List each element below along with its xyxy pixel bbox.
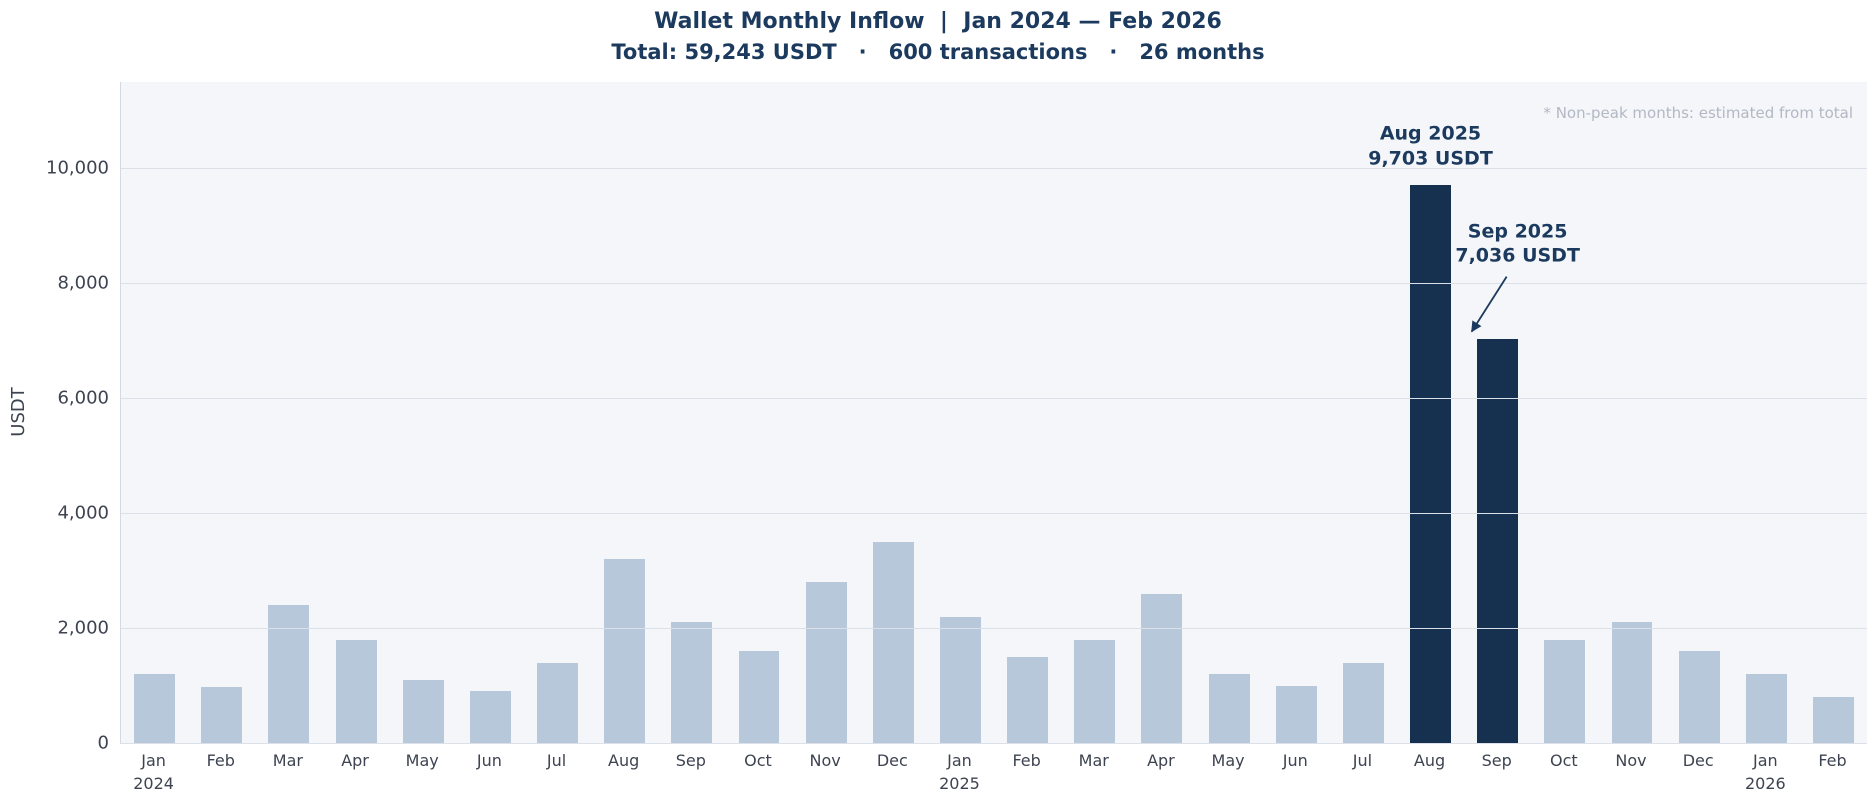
annotation-sep-2025: Sep 2025 7,036 USDT <box>1455 220 1580 267</box>
bar-slot-feb-2026 <box>1800 82 1867 743</box>
y-axis-tick-label-10000: 10,000 <box>46 157 109 179</box>
x-axis-label-jun-2024: Jun <box>476 751 502 770</box>
bar-slot-may-2024 <box>390 82 457 743</box>
x-axis-label-sep-2025: Sep <box>1481 751 1512 770</box>
bar-feb-2025 <box>1007 656 1049 743</box>
bar-slot-apr-2025 <box>1128 82 1195 743</box>
bar-slot-oct-2025 <box>1531 82 1598 743</box>
x-axis-label-jul-2024: Jul <box>546 751 567 770</box>
y-axis-tick-label-6000: 6,000 <box>57 387 109 409</box>
x-axis-label-feb-2024: Feb <box>206 751 235 770</box>
bar-slot-jan-2026 <box>1733 82 1800 743</box>
x-axis-label-dec-2025: Dec <box>1682 751 1714 770</box>
x-axis-label-jan-2026: Jan 2026 <box>1744 751 1786 794</box>
chart-title: Wallet Monthly Inflow | Jan 2024 — Feb 2… <box>654 9 1222 34</box>
bar-slot-sep-2024 <box>658 82 725 743</box>
bar-jan-2025 <box>939 616 981 743</box>
bar-sep-2024 <box>671 622 713 743</box>
bar-slot-feb-2024 <box>188 82 255 743</box>
bar-may-2025 <box>1208 674 1250 743</box>
bar-jul-2024 <box>537 662 578 743</box>
bar-jan-2026 <box>1745 674 1787 743</box>
bar-slot-jun-2024 <box>457 82 524 743</box>
x-axis-label-apr-2025: Apr <box>1147 751 1175 770</box>
bar-slot-mar-2024 <box>255 82 322 743</box>
bar-dec-2024 <box>872 541 914 743</box>
bar-nov-2024 <box>805 582 847 743</box>
y-axis-tick-label-4000: 4,000 <box>57 502 109 524</box>
x-axis-label-feb-2026: Feb <box>1818 751 1847 770</box>
chart-subtitle: Total: 59,243 USDT · 600 transactions · … <box>611 39 1265 64</box>
bar-slot-dec-2025 <box>1666 82 1733 743</box>
bar-nov-2025 <box>1611 622 1653 743</box>
chart-note: * Non-peak months: estimated from total <box>1543 104 1853 122</box>
bar-sep-2025 <box>1477 338 1519 743</box>
y-axis-tick-label-2000: 2,000 <box>57 617 109 639</box>
bar-may-2024 <box>402 679 444 743</box>
x-axis-label-apr-2024: Apr <box>341 751 369 770</box>
bar-oct-2024 <box>738 651 780 743</box>
annotation-aug-2025: Aug 2025 9,703 USDT <box>1368 122 1493 170</box>
x-axis-label-mar-2024: Mar <box>272 751 303 770</box>
bar-feb-2026 <box>1813 697 1854 743</box>
bar-slot-mar-2025 <box>1061 82 1128 743</box>
x-axis-label-feb-2025: Feb <box>1012 751 1041 770</box>
bar-jan-2024 <box>134 674 176 743</box>
x-axis-label-nov-2024: Nov <box>809 751 841 770</box>
x-axis-label-may-2025: May <box>1211 751 1245 770</box>
plot-area: 0 2,000 4,000 6,000 8,000 10,000 * Non-peak m… <box>46 82 1867 754</box>
bar-slot-jan-2025 <box>927 82 994 743</box>
y-axis-title: USDT <box>8 387 29 437</box>
bar-aug-2024 <box>604 559 646 743</box>
bar-jul-2025 <box>1342 662 1384 743</box>
bar-apr-2025 <box>1141 593 1183 743</box>
bar-dec-2025 <box>1678 651 1720 743</box>
bar-slot-aug-2024 <box>591 82 658 743</box>
bar-slot-nov-2025 <box>1598 82 1665 743</box>
x-axis-label-jan-2024: Jan 2024 <box>133 751 174 794</box>
bar-slot-jan-2024 <box>121 82 188 743</box>
bar-slot-dec-2024 <box>860 82 927 743</box>
bar-mar-2025 <box>1074 639 1116 743</box>
x-axis-label-nov-2025: Nov <box>1615 751 1647 770</box>
x-axis-label-sep-2024: Sep <box>675 751 706 770</box>
bar-slot-nov-2024 <box>793 82 860 743</box>
bar-feb-2024 <box>201 686 243 743</box>
y-axis-tick-label-8000: 8,000 <box>57 272 109 294</box>
chart-header: Wallet Monthly Inflow | Jan 2024 — Feb 2… <box>0 0 1876 65</box>
bar-slot-aug-2025 <box>1397 82 1464 743</box>
bar-slot-sep-2025 <box>1464 82 1531 743</box>
bar-slot-jun-2025 <box>1263 82 1330 743</box>
x-axis-label-oct-2025: Oct <box>1550 751 1578 770</box>
bar-slot-may-2025 <box>1196 82 1263 743</box>
bar-slot-apr-2024 <box>322 82 389 743</box>
x-axis-label-dec-2024: Dec <box>876 751 908 770</box>
x-axis-labels: Jan 2024 Feb Mar Apr May Jun Jul Aug Sep Oct Nov Dec… <box>120 749 1866 795</box>
x-axis-label-may-2024: May <box>405 751 439 770</box>
bars-container <box>121 82 1867 743</box>
bar-apr-2024 <box>335 639 377 743</box>
x-axis-label-jun-2025: Jun <box>1282 751 1308 770</box>
x-axis-label-mar-2025: Mar <box>1078 751 1109 770</box>
x-axis-label-jul-2025: Jul <box>1352 751 1373 770</box>
bar-slot-oct-2024 <box>725 82 792 743</box>
bar-aug-2025 <box>1410 185 1452 743</box>
bar-jun-2025 <box>1275 685 1317 743</box>
x-axis-label-aug-2024: Aug <box>608 751 640 770</box>
y-axis-tick-label-0: 0 <box>97 732 109 754</box>
x-axis-label-oct-2024: Oct <box>744 751 772 770</box>
x-axis-label-jan-2025: Jan 2025 <box>939 751 980 794</box>
bar-slot-feb-2025 <box>994 82 1061 743</box>
bar-slot-jul-2025 <box>1330 82 1397 743</box>
x-axis-label-aug-2025: Aug <box>1413 751 1446 770</box>
bar-oct-2025 <box>1544 639 1586 743</box>
bar-slot-jul-2024 <box>524 82 591 743</box>
bar-jun-2024 <box>469 691 511 743</box>
bar-mar-2024 <box>268 605 310 743</box>
